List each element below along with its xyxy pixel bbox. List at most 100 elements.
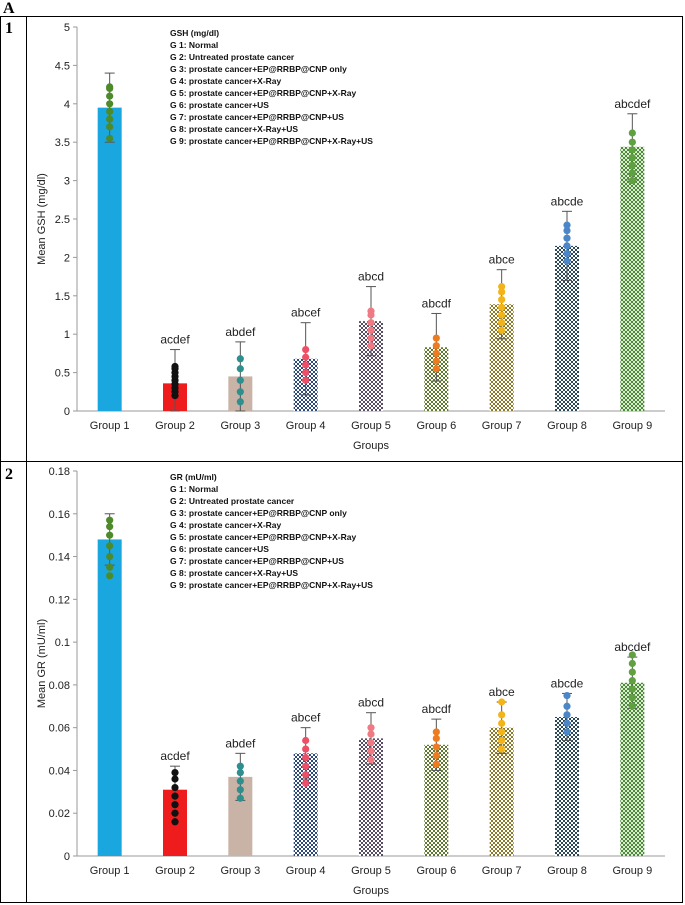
bar-1	[97, 107, 122, 411]
data-point	[498, 698, 506, 706]
data-point	[106, 123, 114, 131]
legend-entry: G 1: Normal	[170, 40, 218, 50]
x-tick-label: Group 8	[547, 865, 587, 877]
data-point	[367, 326, 375, 334]
data-point	[302, 771, 310, 779]
data-point	[563, 691, 571, 700]
significance-label: abcd	[358, 270, 384, 284]
data-point	[563, 221, 571, 229]
x-tick-label: Group 9	[612, 865, 652, 877]
legend-entry: G 6: prostate cancer+US	[170, 100, 269, 110]
y-tick-label: 0.18	[49, 466, 70, 478]
data-point	[498, 288, 506, 296]
data-point	[171, 775, 179, 783]
x-tick-label: Group 3	[220, 865, 260, 877]
data-point	[367, 724, 375, 732]
significance-label: abcde	[551, 676, 584, 690]
legend-title: GSH (mg/dl)	[170, 28, 219, 38]
y-tick-label: 4	[64, 99, 70, 111]
x-tick-label: Group 4	[286, 420, 326, 432]
data-point	[563, 257, 571, 265]
y-tick-label: 1	[64, 329, 70, 341]
y-tick-label: 0.06	[49, 723, 70, 735]
data-point	[106, 134, 114, 142]
data-point	[628, 161, 636, 169]
data-point	[302, 736, 310, 745]
y-tick-label: 0.04	[49, 765, 70, 777]
data-point	[367, 319, 375, 327]
data-point	[498, 296, 506, 304]
data-point	[432, 728, 440, 736]
y-tick-label: 1.5	[55, 291, 70, 303]
data-point	[302, 345, 310, 354]
data-point	[563, 711, 571, 719]
x-tick-label: Group 9	[612, 420, 652, 432]
data-point	[628, 694, 636, 702]
data-point	[498, 326, 506, 334]
data-point	[628, 651, 636, 659]
y-tick-label: 0.14	[49, 552, 70, 564]
data-point	[628, 138, 636, 146]
data-point	[628, 177, 636, 185]
x-axis-label: Groups	[353, 440, 390, 452]
legend-entry: G 8: prostate cancer+X-Ray+US	[170, 568, 298, 578]
data-point	[367, 756, 375, 764]
data-point	[628, 685, 636, 693]
y-tick-label: 0	[64, 406, 70, 418]
data-point	[106, 92, 114, 100]
data-point	[106, 531, 114, 539]
data-point	[106, 115, 114, 123]
legend-entry: G 9: prostate cancer+EP@RRBP@CNP+X-Ray+U…	[170, 580, 373, 590]
data-point	[563, 728, 571, 736]
y-tick-label: 3	[64, 176, 70, 188]
legend-entry: G 3: prostate cancer+EP@RRBP@CNP only	[170, 508, 347, 518]
data-point	[171, 768, 179, 777]
bar-1	[97, 539, 122, 856]
data-point	[171, 801, 179, 809]
y-tick-label: 0.1	[55, 637, 70, 649]
y-tick-label: 0	[64, 851, 70, 863]
significance-label: abce	[489, 685, 515, 699]
data-point	[432, 357, 440, 365]
data-point	[106, 516, 114, 524]
x-tick-label: Group 8	[547, 420, 587, 432]
data-point	[432, 760, 440, 768]
significance-label: acdef	[160, 333, 190, 347]
row-label-1: 1	[5, 20, 13, 37]
data-point	[367, 747, 375, 755]
data-point	[236, 762, 244, 770]
data-point	[236, 355, 244, 363]
data-point	[432, 743, 440, 751]
significance-label: abcdef	[614, 640, 651, 654]
x-tick-label: Group 1	[90, 420, 130, 432]
significance-label: abcdef	[614, 97, 651, 111]
significance-label: abcef	[291, 306, 321, 320]
y-tick-label: 5	[64, 23, 70, 34]
data-point	[563, 242, 571, 250]
x-tick-label: Group 5	[351, 420, 391, 432]
data-point	[106, 552, 114, 561]
data-point	[498, 728, 506, 736]
data-point	[432, 342, 440, 350]
y-axis-label: Mean GR (mU/ml)	[36, 619, 48, 708]
data-point	[563, 234, 571, 242]
y-tick-label: 2	[64, 252, 70, 264]
data-point	[367, 334, 375, 342]
significance-label: abdef	[225, 736, 256, 750]
x-tick-label: Group 2	[155, 865, 195, 877]
data-point	[106, 83, 114, 91]
y-tick-label: 0.12	[49, 594, 70, 606]
x-tick-label: Group 3	[220, 420, 260, 432]
data-point	[498, 303, 506, 311]
panel-label: A	[3, 0, 15, 17]
data-point	[171, 809, 179, 817]
data-point	[106, 100, 114, 108]
column-divider	[26, 17, 27, 902]
gr-chart: 0 0.02 0.04 0.06 0.08 0.1 0.12 0.14 0.16 0.18 Mean…	[36, 466, 665, 897]
y-tick-label: 0.16	[49, 509, 70, 521]
x-tick-label: Group 7	[482, 865, 522, 877]
data-point	[171, 818, 179, 826]
data-point	[498, 736, 506, 745]
bar-9	[620, 146, 645, 412]
legend-entry: G 2: Untreated prostate cancer	[170, 52, 295, 62]
